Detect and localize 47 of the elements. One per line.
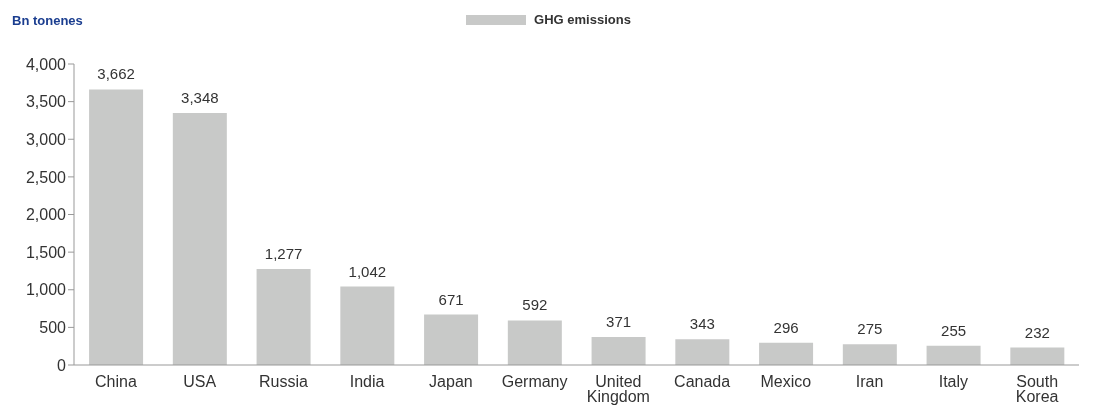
y-tick-label: 2,500 [25,168,67,186]
y-tick-label: 500 [39,319,67,337]
y-axis-title: Bn tonenes [12,13,83,28]
data-label: 343 [689,315,715,333]
bar [926,345,981,365]
data-label: 3,662 [97,65,135,83]
y-tick-label: 2,000 [25,206,67,224]
x-tick-label: China [94,373,137,390]
data-label: 275 [857,320,883,338]
bar [507,320,562,365]
x-tick-label: Iran [855,373,884,390]
data-label: 671 [438,290,464,308]
bar [424,314,479,365]
x-tick-label: South Korea [1015,373,1059,405]
y-tick-label: 3,000 [25,130,67,148]
x-tick-label: United Kingdom [586,373,650,405]
bar [675,339,730,365]
bar [1010,347,1065,365]
bar [759,342,814,365]
bar [172,113,227,365]
x-tick-label: Canada [674,373,731,390]
bar [89,89,144,365]
bar [842,344,897,365]
data-label: 1,277 [264,244,303,262]
data-label: 3,348 [181,89,219,107]
legend-label: GHG emissions [534,12,631,27]
x-tick-label: Mexico [760,373,812,390]
y-tick-label: 1,500 [25,243,67,261]
bar [256,268,311,365]
x-tick-label: Japan [429,373,473,390]
data-label: 296 [773,318,799,336]
bar [340,286,395,365]
x-tick-label: India [349,373,385,390]
bar [591,337,646,365]
y-tick-label: 0 [57,356,67,374]
data-label: 1,042 [348,262,387,280]
y-tick-label: 1,000 [25,281,67,299]
data-label: 592 [522,296,548,314]
x-tick-label: USA [183,373,217,390]
y-tick-label: 4,000 [25,55,67,73]
data-label: 371 [606,313,632,331]
x-tick-label: Germany [501,373,568,390]
data-label: 255 [941,321,967,339]
y-tick-label: 3,500 [25,93,67,111]
data-label: 232 [1024,323,1050,341]
x-tick-label: Russia [258,373,308,390]
x-tick-label: Italy [938,373,969,390]
